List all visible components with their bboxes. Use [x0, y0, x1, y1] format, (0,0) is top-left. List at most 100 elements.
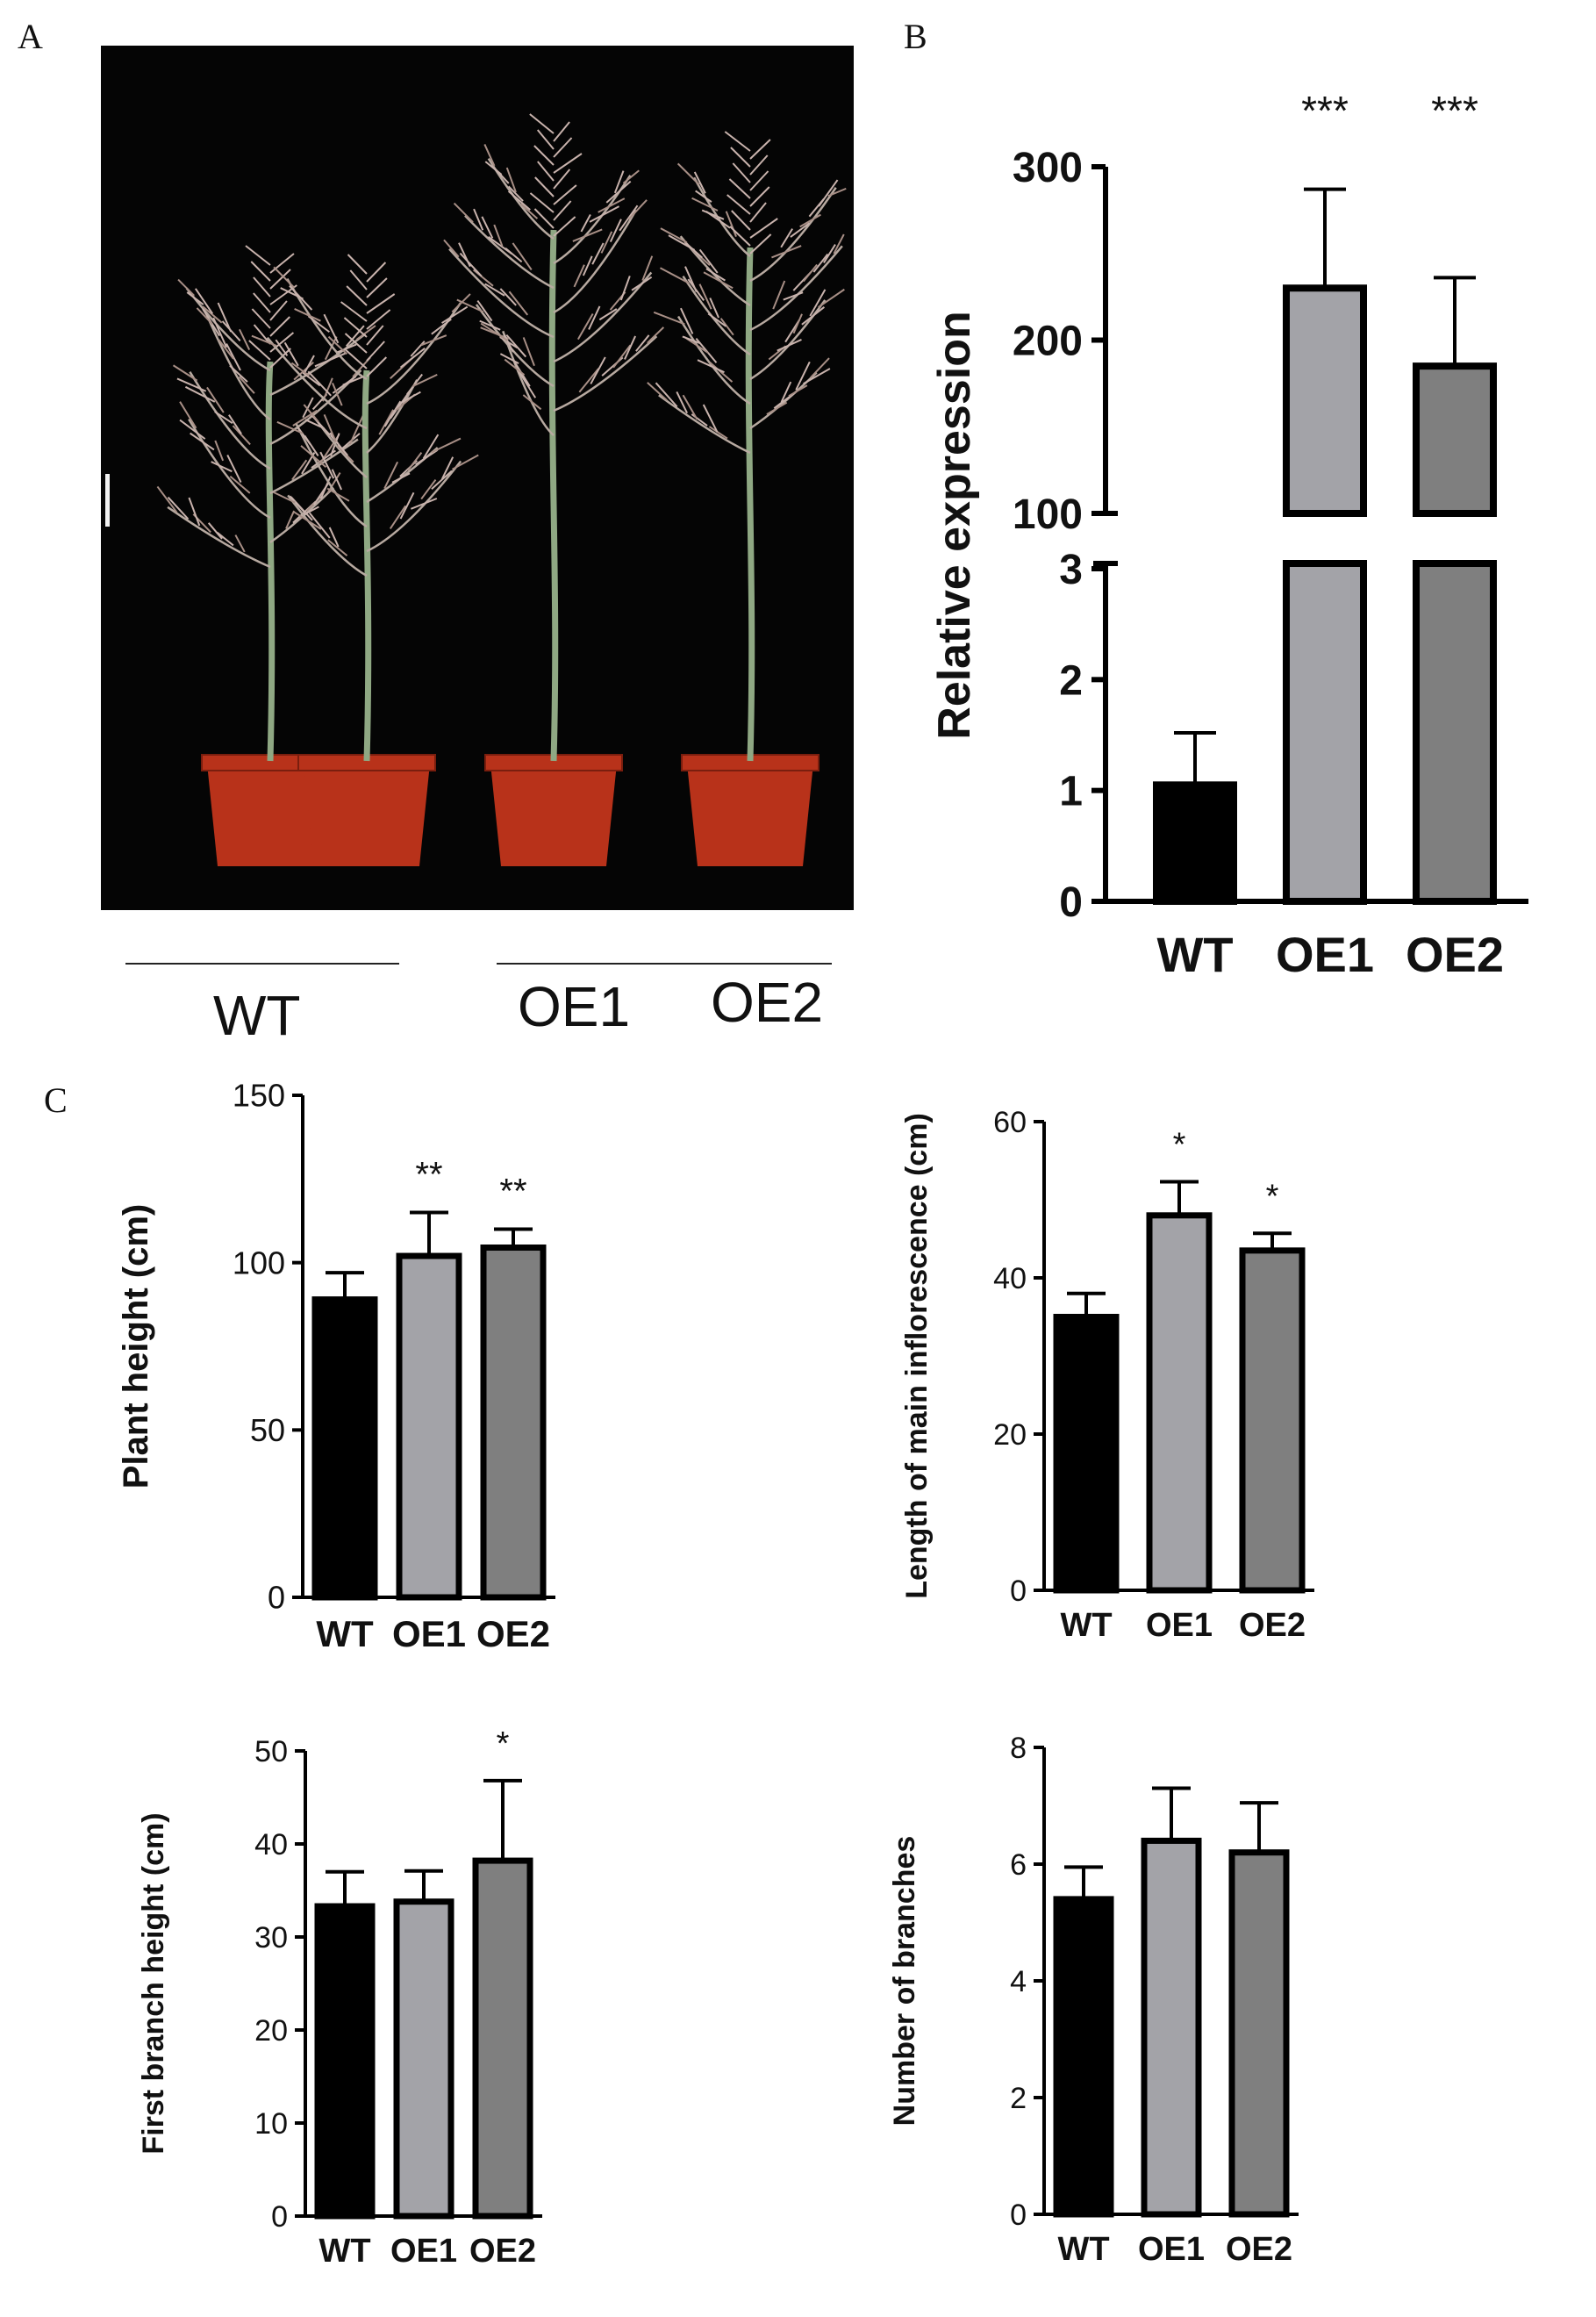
seed-pod	[248, 340, 271, 361]
bar-oe2	[472, 1857, 533, 2220]
relative-expression-chart: 0 1 2 3 100 200 300 Relative expression WT OE1 ***…	[929, 88, 1528, 982]
seed-pod	[533, 208, 555, 229]
seed-pod	[483, 144, 496, 167]
seed-pod	[631, 276, 653, 291]
seed-pod	[553, 169, 571, 190]
bar-oe1	[1146, 1212, 1213, 1594]
plant-4	[647, 131, 847, 866]
seed-pod	[503, 334, 514, 353]
seed-pod	[553, 200, 572, 221]
seed-pod	[749, 186, 770, 207]
seed-pod	[709, 361, 734, 383]
seed-pod	[366, 356, 388, 377]
branch	[658, 394, 751, 455]
seed-pod	[366, 309, 391, 330]
bar-oe1-upper	[1283, 284, 1367, 517]
seed-pod	[366, 293, 396, 314]
seed-pod	[698, 283, 712, 310]
seed-pod	[391, 472, 411, 484]
seed-pod	[245, 245, 271, 266]
group-label-oe2: OE2	[711, 971, 824, 1034]
seed-pod	[366, 341, 385, 362]
seed-pod	[619, 204, 639, 232]
seed-pod	[553, 137, 573, 158]
seed-pod	[276, 420, 304, 434]
seed-pod	[390, 391, 410, 420]
seed-pod	[431, 437, 462, 454]
seed-pod	[536, 129, 555, 150]
seed-pod	[729, 226, 751, 247]
seed-pod	[613, 170, 625, 194]
y-tick-label: 1	[1059, 769, 1083, 815]
seed-pod	[749, 170, 769, 191]
seed-pod	[349, 413, 365, 445]
seed-pod	[660, 227, 688, 244]
bar-oe1	[393, 1898, 454, 2220]
seed-pod	[476, 299, 493, 322]
seed-pod	[188, 497, 201, 527]
y-tick-label: 100	[233, 1245, 285, 1280]
seed-pod	[693, 171, 706, 194]
first-branch-height-chart: 0 10 20 30 40 50 First branch height (cm) WT OE1…	[137, 1725, 542, 2270]
pot	[304, 764, 430, 866]
seed-pod	[340, 433, 361, 451]
seed-pod	[572, 228, 603, 242]
seed-pod	[366, 277, 388, 298]
seed-pod	[269, 269, 291, 290]
y-tick-label: 40	[254, 1828, 288, 1861]
seed-pod	[655, 382, 678, 408]
seed-pod	[726, 194, 751, 215]
seed-pod	[553, 184, 577, 205]
seed-pod	[297, 427, 311, 446]
seed-pod	[682, 394, 698, 420]
seed-pod	[573, 264, 585, 288]
pot	[207, 764, 333, 866]
seed-pod	[239, 328, 251, 351]
x-tick-label: OE1	[1146, 1607, 1213, 1644]
seed-pod	[598, 197, 626, 213]
seed-pod	[441, 305, 469, 324]
seed-pod	[251, 334, 277, 347]
seed-pod	[294, 308, 321, 322]
seed-pod	[731, 210, 751, 231]
y-axis-label: Relative expression	[929, 311, 980, 739]
scale-bar	[105, 474, 110, 527]
seed-pod	[217, 532, 234, 547]
branch	[167, 506, 271, 569]
seed-pod	[823, 244, 836, 263]
seed-pod	[285, 510, 296, 529]
seed-pod	[283, 341, 299, 367]
seed-pod	[505, 167, 517, 193]
seed-pod	[529, 113, 555, 134]
seed-pod	[214, 440, 225, 462]
seed-pod	[293, 511, 322, 530]
seed-pod	[273, 491, 296, 504]
stem	[745, 247, 755, 762]
seed-pod	[780, 381, 792, 403]
seed-pod	[512, 242, 533, 271]
seed-pod	[499, 288, 517, 306]
seed-pod	[730, 147, 751, 168]
seed-pod	[701, 209, 725, 220]
seed-pod	[269, 253, 295, 274]
seed-pod	[801, 305, 826, 326]
x-tick-label: WT	[316, 1613, 374, 1654]
y-tick-label: 6	[1010, 1848, 1027, 1882]
seed-pod	[458, 242, 471, 268]
seed-pod	[327, 539, 348, 556]
seed-pod	[410, 341, 426, 357]
seed-pod	[766, 401, 788, 415]
bar-oe1	[396, 1252, 462, 1601]
seed-pod	[177, 278, 195, 297]
branch	[269, 438, 359, 495]
seed-pod	[695, 190, 712, 203]
seed-pod	[697, 359, 725, 374]
seed-pod	[749, 154, 769, 176]
x-tick-label: WT	[318, 2233, 370, 2270]
seed-pod	[612, 344, 632, 369]
seed-pod	[356, 325, 376, 341]
seed-pod	[684, 266, 698, 292]
plant-photograph	[101, 46, 854, 910]
seed-pod	[378, 409, 395, 435]
y-axis-label: Length of main inflorescence (cm)	[900, 1113, 934, 1599]
